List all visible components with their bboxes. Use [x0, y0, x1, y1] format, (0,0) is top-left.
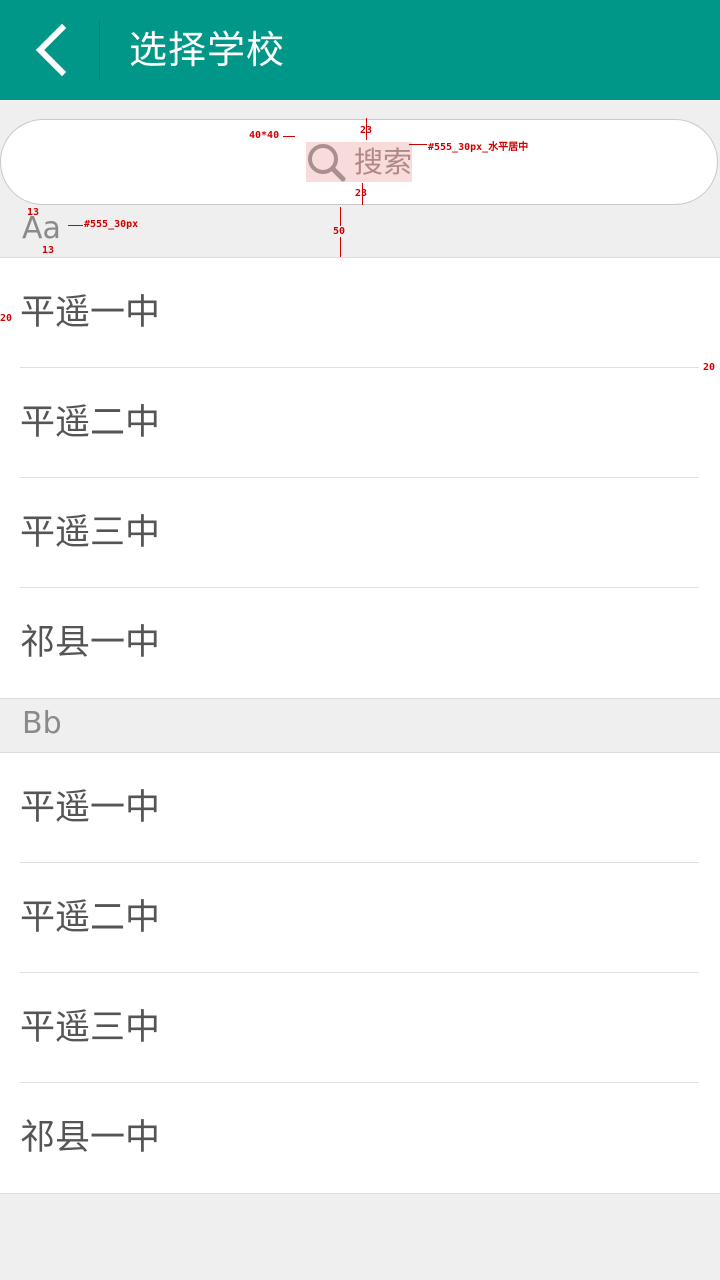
annotation-line: [283, 136, 295, 137]
school-name: 平遥一中: [20, 788, 161, 828]
school-list-b: 平遥一中 平遥二中 平遥三中 祁县一中: [0, 753, 720, 1194]
divider: [20, 862, 699, 863]
page-title: 选择学校: [129, 28, 286, 72]
annotation-line: [409, 144, 427, 145]
search-placeholder: 搜索: [305, 142, 412, 182]
section-header-a: Aa 13 13 #555_30px 50: [0, 207, 720, 258]
annotation-line: [362, 183, 363, 205]
list-item[interactable]: 平遥三中: [0, 478, 720, 588]
annotation-header-height: 50: [333, 226, 346, 237]
section-header-b: Bb: [0, 702, 720, 753]
annotation-header-text: #555_30px: [84, 219, 139, 230]
section-letter: Bb: [22, 706, 62, 741]
search-input[interactable]: 搜索: [0, 119, 718, 205]
list-item[interactable]: 祁县一中: [0, 1083, 720, 1193]
list-item[interactable]: 祁县一中: [0, 588, 720, 698]
school-name: 平遥三中: [20, 1008, 161, 1048]
school-name: 平遥一中: [20, 293, 161, 333]
divider: [20, 1082, 699, 1083]
school-name: 祁县一中: [20, 623, 161, 663]
school-name: 平遥二中: [20, 898, 161, 938]
list-item[interactable]: 平遥二中: [0, 368, 720, 478]
list-item[interactable]: 平遥三中: [0, 973, 720, 1083]
annotation-line: [68, 225, 83, 226]
search-icon: [307, 144, 346, 182]
section-letter: Aa: [22, 211, 61, 246]
annotation-left-margin: 20: [0, 313, 13, 324]
annotation-line: [366, 118, 367, 140]
annotation-search-text: #555_30px_水平居中: [428, 142, 529, 153]
school-name: 平遥三中: [20, 513, 161, 553]
header-divider: [99, 20, 100, 80]
search-label: 搜索: [353, 145, 412, 179]
annotation-icon-size: 40*40: [249, 130, 280, 141]
divider: [20, 972, 699, 973]
annotation-bottom-gap: 23: [355, 188, 367, 199]
list-item[interactable]: 平遥一中: [0, 753, 720, 863]
divider: [20, 477, 699, 478]
top-app-bar: 选择学校: [0, 0, 720, 100]
annotation-right-margin: 20: [703, 362, 716, 373]
back-button[interactable]: [22, 22, 78, 78]
chevron-left-icon: [35, 23, 67, 77]
search-area: 搜索 40*40 23 23 #555_30px_水平居中: [0, 100, 720, 207]
school-name: 平遥二中: [20, 403, 161, 443]
annotation-header-gap-bottom: 13: [42, 245, 55, 256]
school-name: 祁县一中: [20, 1118, 161, 1158]
list-item[interactable]: 平遥一中 20 20: [0, 258, 720, 373]
annotation-header-gap-top: 13: [27, 207, 40, 218]
list-item[interactable]: 平遥二中: [0, 863, 720, 973]
divider: [20, 587, 699, 588]
school-list-a: 平遥一中 20 20 平遥二中 平遥三中 祁县一中: [0, 258, 720, 699]
divider: [20, 367, 699, 368]
